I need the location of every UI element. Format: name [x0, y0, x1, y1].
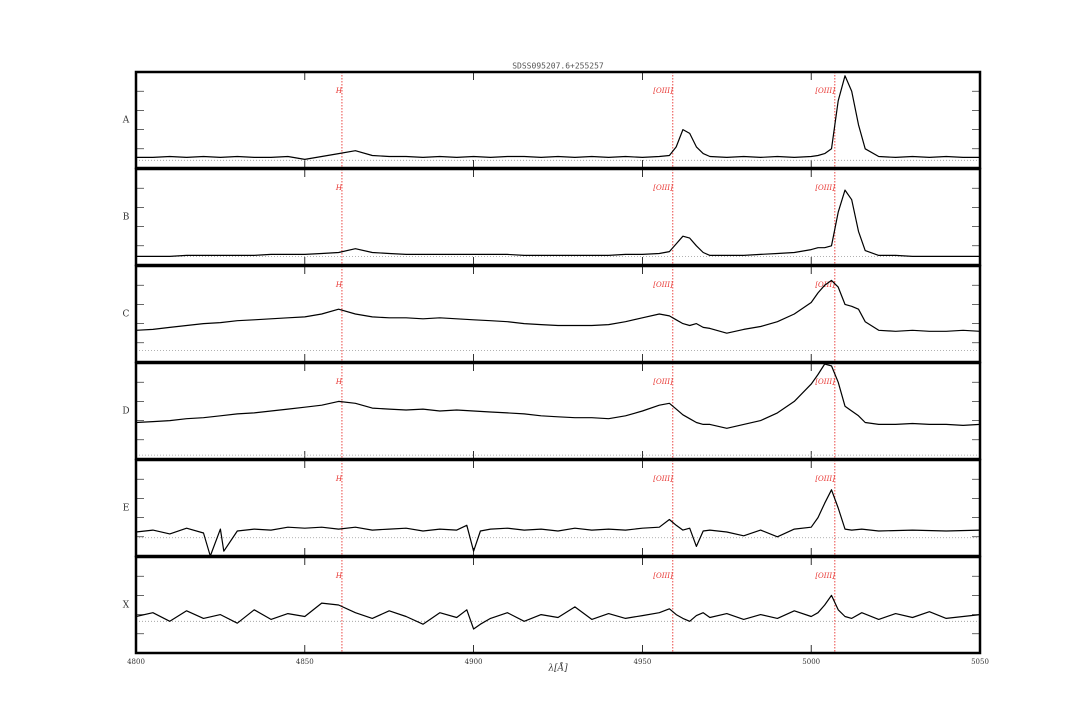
panel-label: C	[123, 310, 130, 320]
spectrum-line	[136, 189, 980, 257]
x-axis-label: λ[Å]	[547, 662, 568, 674]
spectrum-line	[135, 489, 981, 557]
x-tick-label: 5050	[971, 658, 989, 666]
line-marker-label: [OIII]	[653, 475, 673, 483]
panel-frame	[134, 555, 982, 655]
line-marker-label: [OIII]	[815, 87, 835, 95]
spectrum-line	[135, 594, 981, 630]
x-tick-label: 5000	[802, 658, 820, 666]
panel-frame	[134, 361, 982, 461]
line-marker-label: [OIII]	[653, 184, 673, 192]
line-marker-label: H	[335, 378, 343, 386]
line-marker-label: H	[335, 572, 343, 580]
line-marker-label: H	[335, 87, 343, 95]
line-marker-label: H	[335, 281, 343, 289]
chart-title: SDSS095207.6+255257	[512, 62, 604, 71]
line-marker-label: [OIII]	[815, 184, 835, 192]
line-marker-label: [OIII]	[653, 87, 673, 95]
line-marker-label: H	[335, 475, 343, 483]
line-marker-label: [OIII]	[653, 378, 673, 386]
panel-frame	[134, 264, 982, 364]
x-tick-label: 4950	[633, 658, 651, 666]
panel-frame	[134, 167, 982, 267]
panel-label: B	[123, 213, 130, 223]
line-marker-label: [OIII]	[815, 572, 835, 580]
x-tick-label: 4850	[296, 658, 314, 666]
x-tick-label: 4800	[127, 658, 145, 666]
line-marker-label: [OIII]	[653, 281, 673, 289]
panel-frame	[134, 70, 982, 170]
panel-frame	[134, 458, 982, 558]
line-marker-label: [OIII]	[653, 572, 673, 580]
x-tick-label: 4900	[465, 658, 483, 666]
panel-label: D	[122, 407, 129, 417]
line-marker-label: H	[335, 184, 343, 192]
spectrum-line	[136, 75, 980, 160]
spectrum-line	[135, 363, 981, 429]
spectrum-line	[135, 279, 981, 334]
panel-label: X	[123, 601, 130, 611]
panel-label: E	[123, 504, 130, 514]
panel-label: A	[122, 116, 130, 126]
line-marker-label: [OIII]	[815, 475, 835, 483]
line-marker-label: [OIII]	[815, 378, 835, 386]
